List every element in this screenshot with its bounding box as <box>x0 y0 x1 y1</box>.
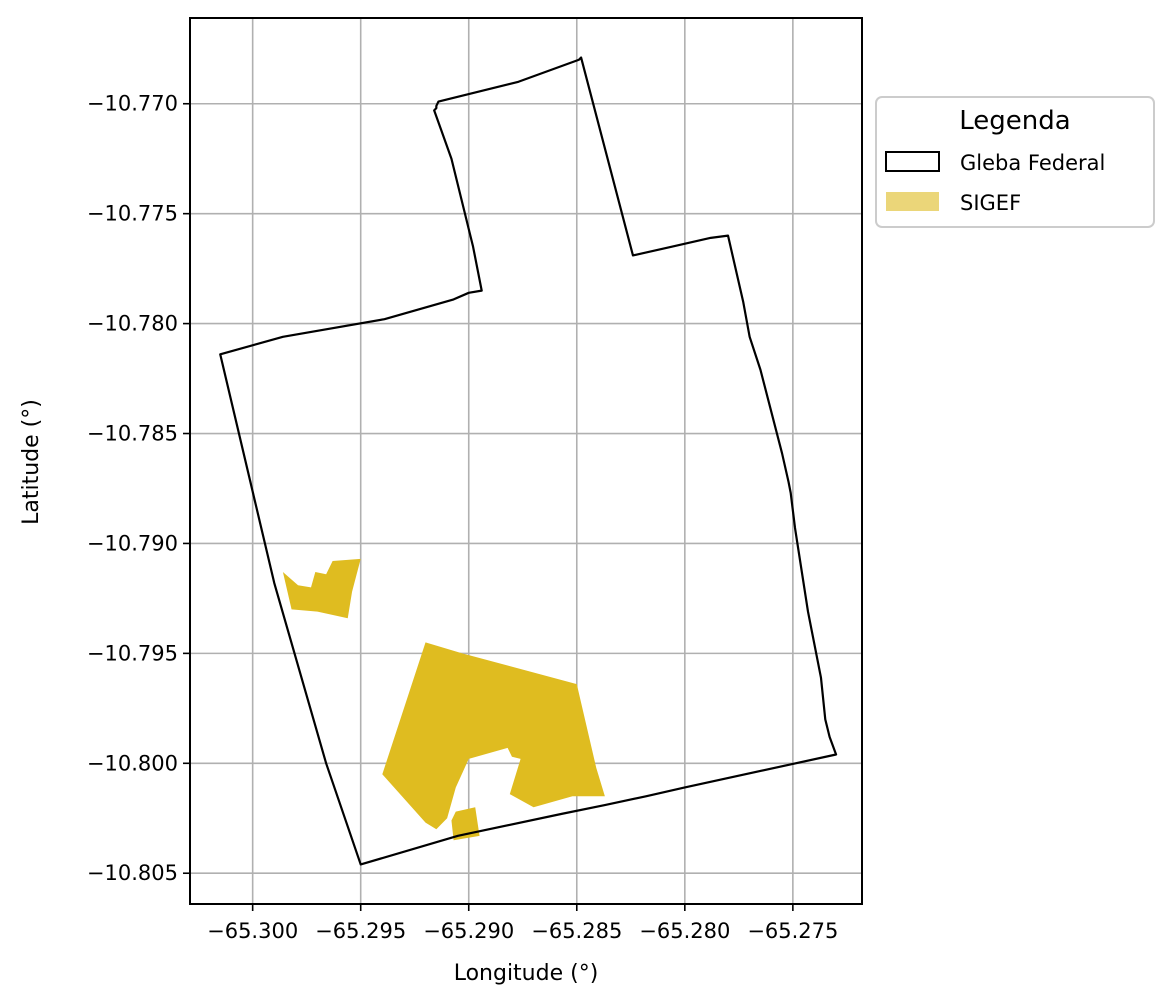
y-tick-label: −10.780 <box>87 312 178 336</box>
y-tick-label: −10.770 <box>87 92 178 116</box>
x-tick-label: −65.295 <box>315 919 406 943</box>
legend-box <box>875 96 1155 228</box>
x-tick-label: −65.280 <box>639 919 730 943</box>
y-tick-label: −10.775 <box>87 202 178 226</box>
x-tick-label: −65.300 <box>207 919 298 943</box>
x-axis-label: Longitude (°) <box>454 961 599 986</box>
y-tick-label: −10.805 <box>87 861 178 885</box>
y-axis-label: Latitude (°) <box>19 399 44 525</box>
legend-title: Legenda <box>959 106 1070 136</box>
y-tick-label: −10.795 <box>87 641 178 665</box>
legend-swatch-sigef <box>886 192 939 211</box>
sigef-polygon <box>282 558 361 619</box>
legend-swatch-gleba-federal <box>885 151 940 172</box>
plot-frame <box>189 17 863 905</box>
y-tick-label: −10.785 <box>87 422 178 446</box>
x-tick-label: −65.290 <box>423 919 514 943</box>
legend-label-sigef: SIGEF <box>960 191 1021 215</box>
x-tick-label: −65.285 <box>531 919 622 943</box>
legend-label-gleba-federal: Gleba Federal <box>960 151 1105 175</box>
gleba-federal-boundary <box>219 56 838 866</box>
y-tick-label: −10.790 <box>87 531 178 555</box>
axis-ticks: −65.300 −65.295 −65.290 −65.285 −65.280 −65.2… <box>87 92 838 943</box>
y-tick-label: −10.800 <box>87 751 178 775</box>
legend: Legenda Gleba Federal SIGEF <box>875 96 1155 228</box>
sigef-polygon <box>382 642 605 830</box>
map-layers <box>219 56 838 866</box>
x-tick-label: −65.275 <box>747 919 838 943</box>
